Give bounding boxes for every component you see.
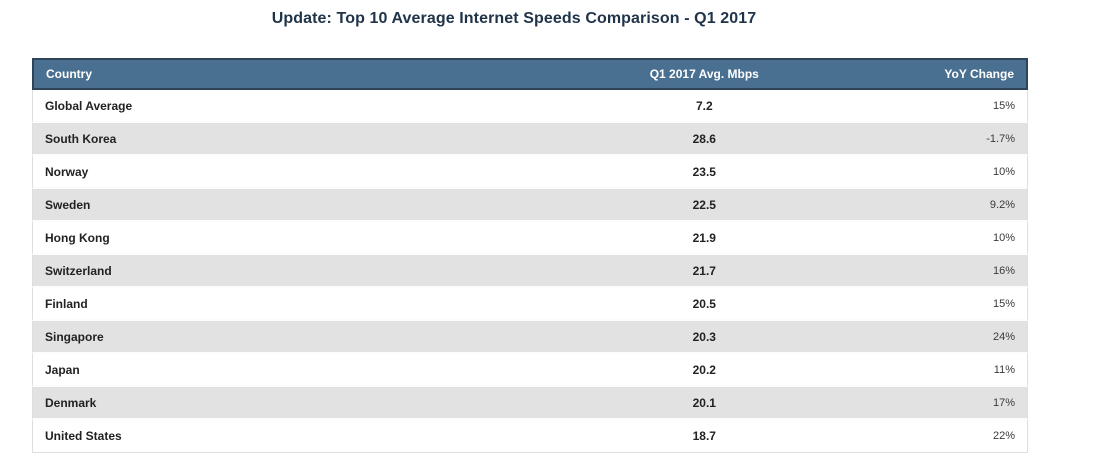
yoy-cell: 11% [883, 354, 1028, 387]
yoy-cell: 15% [883, 288, 1028, 321]
yoy-cell: -1.7% [883, 123, 1028, 156]
yoy-cell: 10% [883, 156, 1028, 189]
internet-speeds-table: Country Q1 2017 Avg. Mbps YoY Change Glo… [32, 58, 1028, 453]
country-cell: Global Average [32, 90, 526, 123]
yoy-cell: 16% [883, 255, 1028, 288]
country-cell: Sweden [32, 189, 526, 222]
table-row: Switzerland 21.7 16% [32, 255, 1028, 288]
country-cell: United States [32, 420, 526, 453]
table-row: Finland 20.5 15% [32, 288, 1028, 321]
mbps-cell: 21.7 [525, 255, 884, 288]
yoy-cell: 24% [883, 321, 1028, 354]
country-cell: Switzerland [32, 255, 526, 288]
mbps-cell: 7.2 [525, 90, 884, 123]
table-body: Global Average 7.2 15% South Korea 28.6 -1.7%… [32, 90, 1028, 453]
yoy-cell: 10% [883, 222, 1028, 255]
yoy-cell: 9.2% [883, 189, 1028, 222]
column-header-country: Country [32, 58, 526, 90]
yoy-cell: 15% [883, 90, 1028, 123]
table-row: Hong Kong 21.9 10% [32, 222, 1028, 255]
table-row: South Korea 28.6 -1.7% [32, 123, 1028, 156]
country-cell: Japan [32, 354, 526, 387]
country-cell: Hong Kong [32, 222, 526, 255]
table-row: Sweden 22.5 9.2% [32, 189, 1028, 222]
mbps-cell: 28.6 [525, 123, 884, 156]
table-row: Japan 20.2 11% [32, 354, 1028, 387]
table-row: Singapore 20.3 24% [32, 321, 1028, 354]
mbps-cell: 20.3 [525, 321, 884, 354]
table-row: Global Average 7.2 15% [32, 90, 1028, 123]
page-title: Update: Top 10 Average Internet Speeds C… [271, 10, 757, 27]
country-cell: South Korea [32, 123, 526, 156]
table-row: Denmark 20.1 17% [32, 387, 1028, 420]
mbps-cell: 22.5 [525, 189, 884, 222]
yoy-cell: 22% [883, 420, 1028, 453]
mbps-cell: 18.7 [525, 420, 884, 453]
column-header-yoy: YoY Change [883, 58, 1028, 90]
column-header-mbps: Q1 2017 Avg. Mbps [525, 58, 884, 90]
mbps-cell: 20.2 [525, 354, 884, 387]
country-cell: Finland [32, 288, 526, 321]
header-row: Country Q1 2017 Avg. Mbps YoY Change [32, 58, 1028, 90]
country-cell: Norway [32, 156, 526, 189]
yoy-cell: 17% [883, 387, 1028, 420]
table-row: Norway 23.5 10% [32, 156, 1028, 189]
mbps-cell: 23.5 [525, 156, 884, 189]
mbps-cell: 20.5 [525, 288, 884, 321]
table-header: Country Q1 2017 Avg. Mbps YoY Change [32, 58, 1028, 90]
table-row: United States 18.7 22% [32, 420, 1028, 453]
mbps-cell: 21.9 [525, 222, 884, 255]
country-cell: Singapore [32, 321, 526, 354]
mbps-cell: 20.1 [525, 387, 884, 420]
country-cell: Denmark [32, 387, 526, 420]
